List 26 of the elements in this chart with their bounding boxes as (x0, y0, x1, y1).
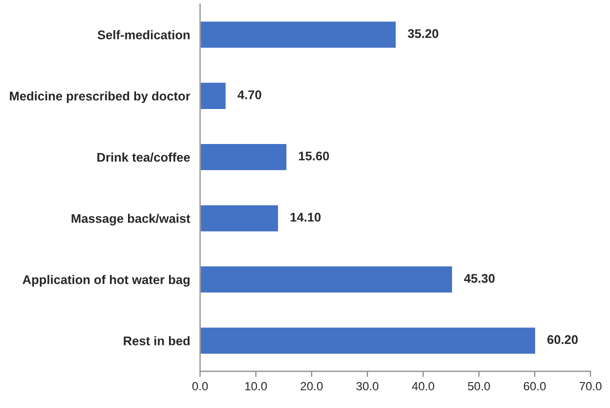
bar (200, 326, 537, 356)
bar (200, 20, 398, 50)
bar (200, 142, 288, 172)
data-label: 15.60 (298, 152, 329, 160)
x-tick-label: 20.0 (300, 382, 323, 390)
data-label: 14.10 (290, 212, 321, 222)
y-tick-label: Rest in bed (124, 336, 190, 346)
y-tick-label: Medicine prescribed by doctor (10, 91, 190, 104)
bar (200, 265, 454, 294)
x-tick-label: 40.0 (412, 382, 434, 390)
x-tick-label: 10.0 (245, 382, 267, 390)
bar (200, 204, 280, 233)
y-tick-label: Massage back/waist (72, 214, 190, 226)
bar (200, 81, 227, 110)
data-label: 60.20 (547, 335, 578, 344)
data-label: 35.20 (408, 29, 438, 38)
y-tick-label: Drink tea/coffee (97, 152, 190, 162)
x-tick-label: 30.0 (356, 382, 378, 390)
data-label: 4.70 (238, 90, 262, 100)
data-label: 45.30 (464, 274, 495, 283)
x-tick-label: 0.0 (192, 382, 208, 390)
x-tick-label: 70.0 (580, 382, 602, 390)
y-tick-label: Application of hot water bag (22, 274, 190, 287)
y-tick-label: Self-medication (98, 30, 190, 40)
x-tick-label: 60.0 (524, 382, 546, 390)
x-tick-label: 50.0 (468, 382, 490, 390)
